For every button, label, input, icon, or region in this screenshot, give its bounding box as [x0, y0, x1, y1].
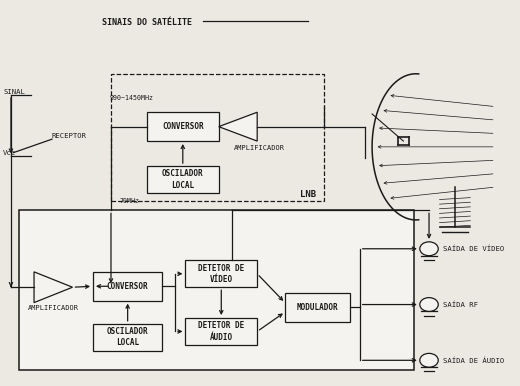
FancyBboxPatch shape [147, 166, 219, 193]
Text: OSCILADOR
LOCAL: OSCILADOR LOCAL [162, 169, 204, 190]
Text: DETETOR DE
ÁUDIO: DETETOR DE ÁUDIO [198, 322, 244, 342]
FancyBboxPatch shape [185, 260, 257, 287]
Polygon shape [219, 112, 257, 141]
Text: MODULADOR: MODULADOR [296, 303, 339, 312]
FancyBboxPatch shape [19, 210, 413, 370]
Text: CONVERSOR: CONVERSOR [107, 282, 149, 291]
Text: RECEPTOR: RECEPTOR [52, 133, 87, 139]
Text: SAÍDA RF: SAÍDA RF [443, 301, 478, 308]
FancyBboxPatch shape [285, 293, 349, 322]
Circle shape [420, 353, 438, 367]
FancyBboxPatch shape [93, 324, 162, 351]
FancyBboxPatch shape [93, 272, 162, 301]
Text: SINAIS DO SATÉLITE: SINAIS DO SATÉLITE [102, 18, 192, 27]
Text: Vcc: Vcc [3, 151, 17, 156]
Polygon shape [34, 272, 72, 303]
Text: SAÍDA DE VÍDEO: SAÍDA DE VÍDEO [443, 245, 504, 252]
Text: 70MHz: 70MHz [120, 198, 140, 204]
FancyBboxPatch shape [147, 112, 219, 141]
Circle shape [420, 242, 438, 256]
Text: AMPLIFICADOR: AMPLIFICADOR [28, 305, 79, 311]
Text: SINAL: SINAL [3, 89, 25, 95]
Circle shape [420, 298, 438, 312]
Text: AMPLIFICADOR: AMPLIFICADOR [234, 145, 285, 151]
FancyBboxPatch shape [185, 318, 257, 345]
Text: DETETOR DE
VÍDEO: DETETOR DE VÍDEO [198, 264, 244, 284]
Text: SAÍDA DE ÁUDIO: SAÍDA DE ÁUDIO [443, 357, 504, 364]
Text: OSCILADOR
LOCAL: OSCILADOR LOCAL [107, 327, 149, 347]
Text: CONVERSOR: CONVERSOR [162, 122, 204, 131]
Text: 990~1450MHz: 990~1450MHz [110, 95, 153, 102]
Text: LNB: LNB [300, 190, 316, 199]
